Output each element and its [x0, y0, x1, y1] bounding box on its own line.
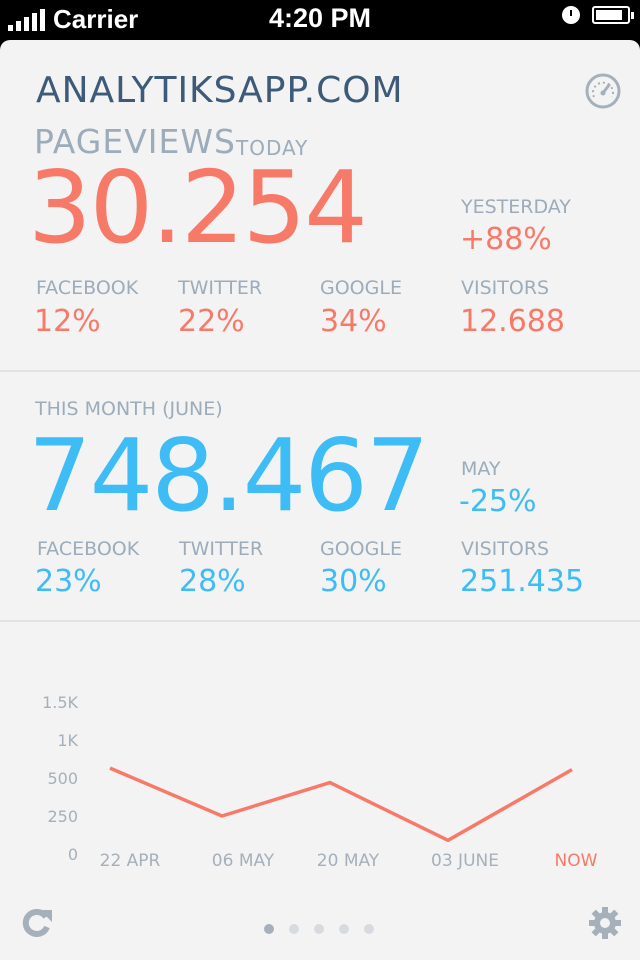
today-twitter-value: 22%	[178, 304, 245, 339]
month-facebook-value: 23%	[35, 564, 102, 599]
pageviews-title: PAGEVIEWS	[34, 122, 236, 161]
speedometer-icon[interactable]	[585, 73, 621, 109]
app-screen: ANALYTIKSAPP.COM PAGEVIEWS TODAY 30.254 …	[0, 40, 640, 960]
page-dot[interactable]	[364, 924, 374, 934]
alarm-clock-icon	[562, 6, 580, 24]
page-dot[interactable]	[289, 924, 299, 934]
brand-title: ANALYTIKSAPP.COM	[36, 70, 404, 111]
month-visitors-value: 251.435	[460, 564, 585, 599]
y-tick-label: 500	[47, 769, 78, 788]
y-tick-label: 1K	[57, 731, 78, 750]
month-visitors-label: VISITORS	[461, 538, 550, 560]
page-dot[interactable]	[264, 924, 274, 934]
today-visitors-value: 12.688	[460, 304, 565, 339]
today-google-value: 34%	[320, 304, 387, 339]
x-tick-label: 22 APR	[100, 851, 161, 871]
carrier-label: Carrier	[53, 4, 139, 34]
today-visitors-label: VISITORS	[461, 277, 550, 299]
month-google-value: 30%	[320, 564, 387, 599]
battery-icon	[592, 6, 634, 24]
status-time: 4:20 PM	[268, 3, 372, 33]
page-dot[interactable]	[339, 924, 349, 934]
today-pageviews-value: 30.254	[28, 149, 368, 266]
today-section: ANALYTIKSAPP.COM PAGEVIEWS TODAY 30.254 …	[0, 40, 640, 372]
x-tick-label: NOW	[555, 851, 598, 871]
may-label: MAY	[461, 458, 501, 480]
bottom-toolbar	[0, 892, 640, 960]
series-line	[109, 766, 573, 843]
month-google-label: GOOGLE	[320, 538, 402, 560]
month-section	[0, 372, 640, 622]
month-twitter-label: TWITTER	[179, 538, 264, 560]
page-dot[interactable]	[314, 924, 324, 934]
y-tick-label: 0	[68, 845, 78, 864]
today-label: TODAY	[236, 136, 309, 160]
status-bar: Carrier 4:20 PM	[0, 0, 640, 40]
y-tick-label: 250	[47, 807, 78, 826]
x-tick-label: 06 MAY	[212, 851, 275, 871]
month-facebook-label: FACEBOOK	[37, 538, 140, 560]
carrier-group: Carrier	[8, 4, 138, 35]
status-right	[562, 6, 634, 24]
today-facebook-label: FACEBOOK	[36, 277, 139, 299]
today-twitter-label: TWITTER	[178, 277, 263, 299]
month-pageviews-value: 748.467	[28, 417, 430, 534]
signal-icon	[8, 8, 45, 31]
gear-icon[interactable]	[588, 906, 622, 940]
page-indicator[interactable]	[264, 924, 374, 934]
today-facebook-value: 12%	[34, 304, 101, 339]
yesterday-change: +88%	[460, 222, 552, 257]
yesterday-label: YESTERDAY	[461, 196, 571, 218]
x-tick-label: 03 JUNE	[431, 851, 499, 871]
month-twitter-value: 28%	[179, 564, 246, 599]
y-tick-label: 1.5K	[42, 693, 78, 712]
may-change: -25%	[459, 484, 537, 519]
x-tick-label: 20 MAY	[317, 851, 380, 871]
today-google-label: GOOGLE	[320, 277, 402, 299]
month-title: THIS MONTH (JUNE)	[35, 398, 223, 420]
line-chart: 1.5K 1K 500 250 0 22 APR 06 MAY 20 MAY 03 JUNE NO…	[42, 693, 598, 871]
refresh-icon[interactable]	[20, 906, 54, 940]
pageviews-chart: 1.5K 1K 500 250 0 22 APR 06 MAY 20 MAY 03 JUNE NO…	[0, 622, 640, 882]
